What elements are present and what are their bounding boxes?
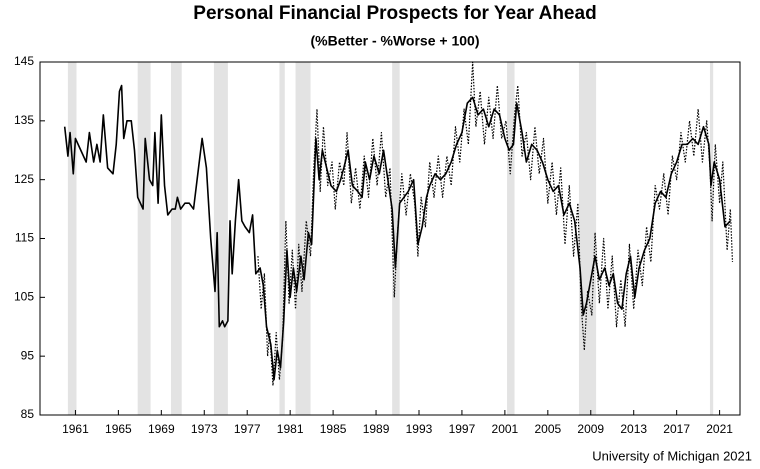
x-tick-label: 1997 xyxy=(449,422,476,436)
x-tick-label: 1981 xyxy=(277,422,304,436)
recession-band xyxy=(279,62,285,415)
x-tick-label: 1973 xyxy=(191,422,218,436)
y-tick-label: 135 xyxy=(14,113,34,127)
series-line xyxy=(257,61,734,387)
x-tick-label: 2001 xyxy=(492,422,519,436)
y-tick-label: 145 xyxy=(14,54,34,68)
x-tick-label: 1977 xyxy=(234,422,261,436)
x-tick-label: 1965 xyxy=(105,422,132,436)
chart-title: Personal Financial Prospects for Year Ah… xyxy=(193,3,596,24)
y-tick-label: 115 xyxy=(15,231,34,245)
y-tick-label: 85 xyxy=(21,407,35,421)
recession-band xyxy=(709,62,714,415)
recession-band xyxy=(507,62,515,415)
x-tick-label: 2005 xyxy=(534,422,561,436)
x-tick-label: 2021 xyxy=(706,422,733,436)
plot-frame xyxy=(39,61,741,416)
chart-subtitle: (%Better - %Worse + 100) xyxy=(311,33,480,49)
y-tick-label: 95 xyxy=(21,348,35,362)
recession-band xyxy=(137,62,151,415)
x-tick-label: 2009 xyxy=(577,422,604,436)
recession-band xyxy=(67,62,77,415)
x-tick-label: 1989 xyxy=(363,422,390,436)
source-note: University of Michigan 2021 xyxy=(592,448,752,463)
x-tick-label: 1969 xyxy=(148,422,175,436)
recession-band xyxy=(295,62,311,415)
series-line xyxy=(63,84,731,381)
recession-band xyxy=(392,62,400,415)
recession-band xyxy=(213,62,228,415)
x-tick-label: 2013 xyxy=(620,422,647,436)
x-tick-label: 1961 xyxy=(62,422,89,436)
y-tick-label: 125 xyxy=(14,172,34,186)
x-tick-label: 2017 xyxy=(663,422,690,436)
recession-band xyxy=(578,62,597,415)
y-tick-label: 105 xyxy=(14,290,34,304)
recession-band xyxy=(170,62,182,415)
x-tick-label: 1993 xyxy=(406,422,433,436)
x-tick-label: 1985 xyxy=(320,422,347,436)
